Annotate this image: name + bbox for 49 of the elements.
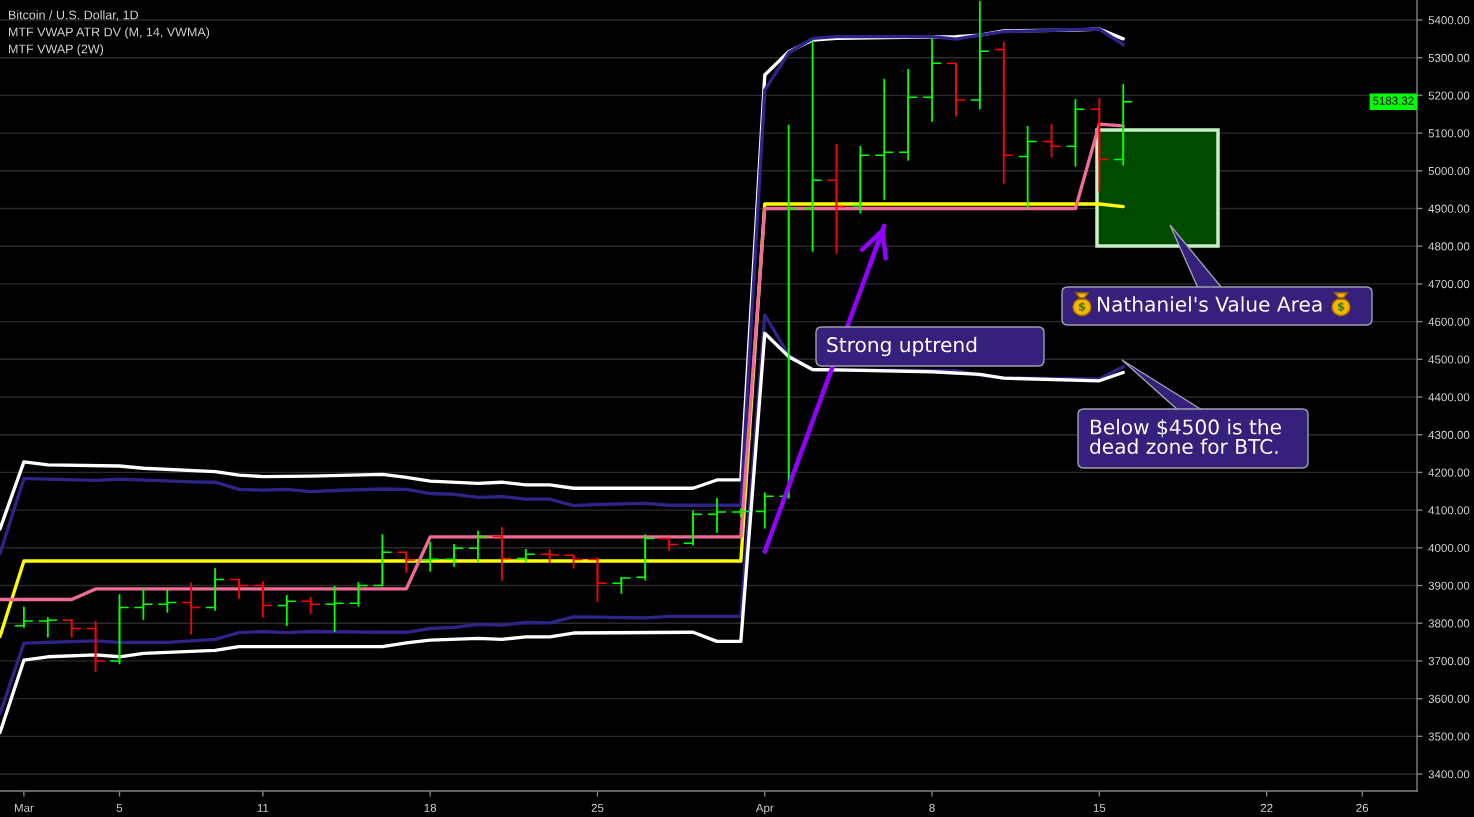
y-tick-label: 4900.00	[1428, 204, 1470, 213]
candlestick	[755, 491, 774, 530]
annotation: Strong uptrend	[827, 336, 977, 357]
y-tick-label: 4300.00	[1428, 430, 1470, 439]
candlestick	[707, 497, 727, 534]
x-tick-label: 8	[929, 803, 935, 812]
y-tick-label: 3700.00	[1428, 657, 1470, 666]
y-tick-label: 3600.00	[1428, 694, 1470, 703]
x-tick-label: 26	[1356, 803, 1369, 812]
annotation: Below $4500 is the dead zone for BTC.	[1090, 419, 1281, 455]
y-tick-label: 3500.00	[1428, 732, 1470, 741]
candlestick	[253, 580, 272, 619]
candlestick	[14, 605, 33, 629]
candlestick	[421, 540, 440, 573]
y-tick-label: 5100.00	[1428, 129, 1470, 138]
y-tick-label: 5300.00	[1428, 53, 1470, 62]
y-tick-label: 4100.00	[1428, 506, 1470, 515]
x-tick-label: 11	[257, 803, 269, 812]
x-tick-label: Apr	[755, 803, 774, 815]
candlestick	[38, 616, 57, 639]
y-tick-label: 5000.00	[1428, 166, 1470, 176]
y-tick-label: 4500.00	[1428, 355, 1470, 364]
x-tick-label: 22	[1260, 803, 1273, 812]
candlestick	[445, 543, 464, 568]
x-tick-label: 25	[591, 803, 604, 812]
x-tick-label: 5	[116, 803, 123, 812]
candlestick	[325, 584, 344, 633]
annotation: MTF VWAP ATR DV (M, 14, VWMA)	[9, 27, 210, 39]
candlestick	[492, 526, 511, 582]
annotation: 5183.32	[1372, 96, 1414, 105]
y-tick-label: 4700.00	[1428, 280, 1470, 289]
annotation: Nathaniel's Value Area	[1097, 296, 1322, 312]
candlestick	[731, 507, 750, 519]
candlestick	[468, 529, 488, 563]
y-tick-label: 4200.00	[1428, 468, 1470, 477]
text: Bitcoin / U.S. Dollar, 1D	[9, 10, 139, 21]
y-tick-label: 3800.00	[1428, 619, 1470, 628]
x-tick-label: 15	[1093, 803, 1106, 812]
y-tick-label: 4400.00	[1428, 393, 1470, 402]
y-tick-label: 5400.00	[1428, 16, 1470, 25]
x-tick-label: 18	[424, 803, 437, 812]
y-tick-label: 3900.00	[1428, 581, 1470, 590]
y-tick-label: 5200.00	[1428, 91, 1470, 100]
y-tick-label: 3400.00	[1428, 770, 1470, 779]
y-tick-label: 4000.00	[1428, 543, 1470, 553]
y-tick-label: 4600.00	[1428, 317, 1470, 326]
annotation: MTF VWAP (2W)	[9, 44, 104, 56]
y-tick-label: 4800.00	[1428, 242, 1470, 251]
x-tick-label: Mar	[14, 803, 34, 812]
